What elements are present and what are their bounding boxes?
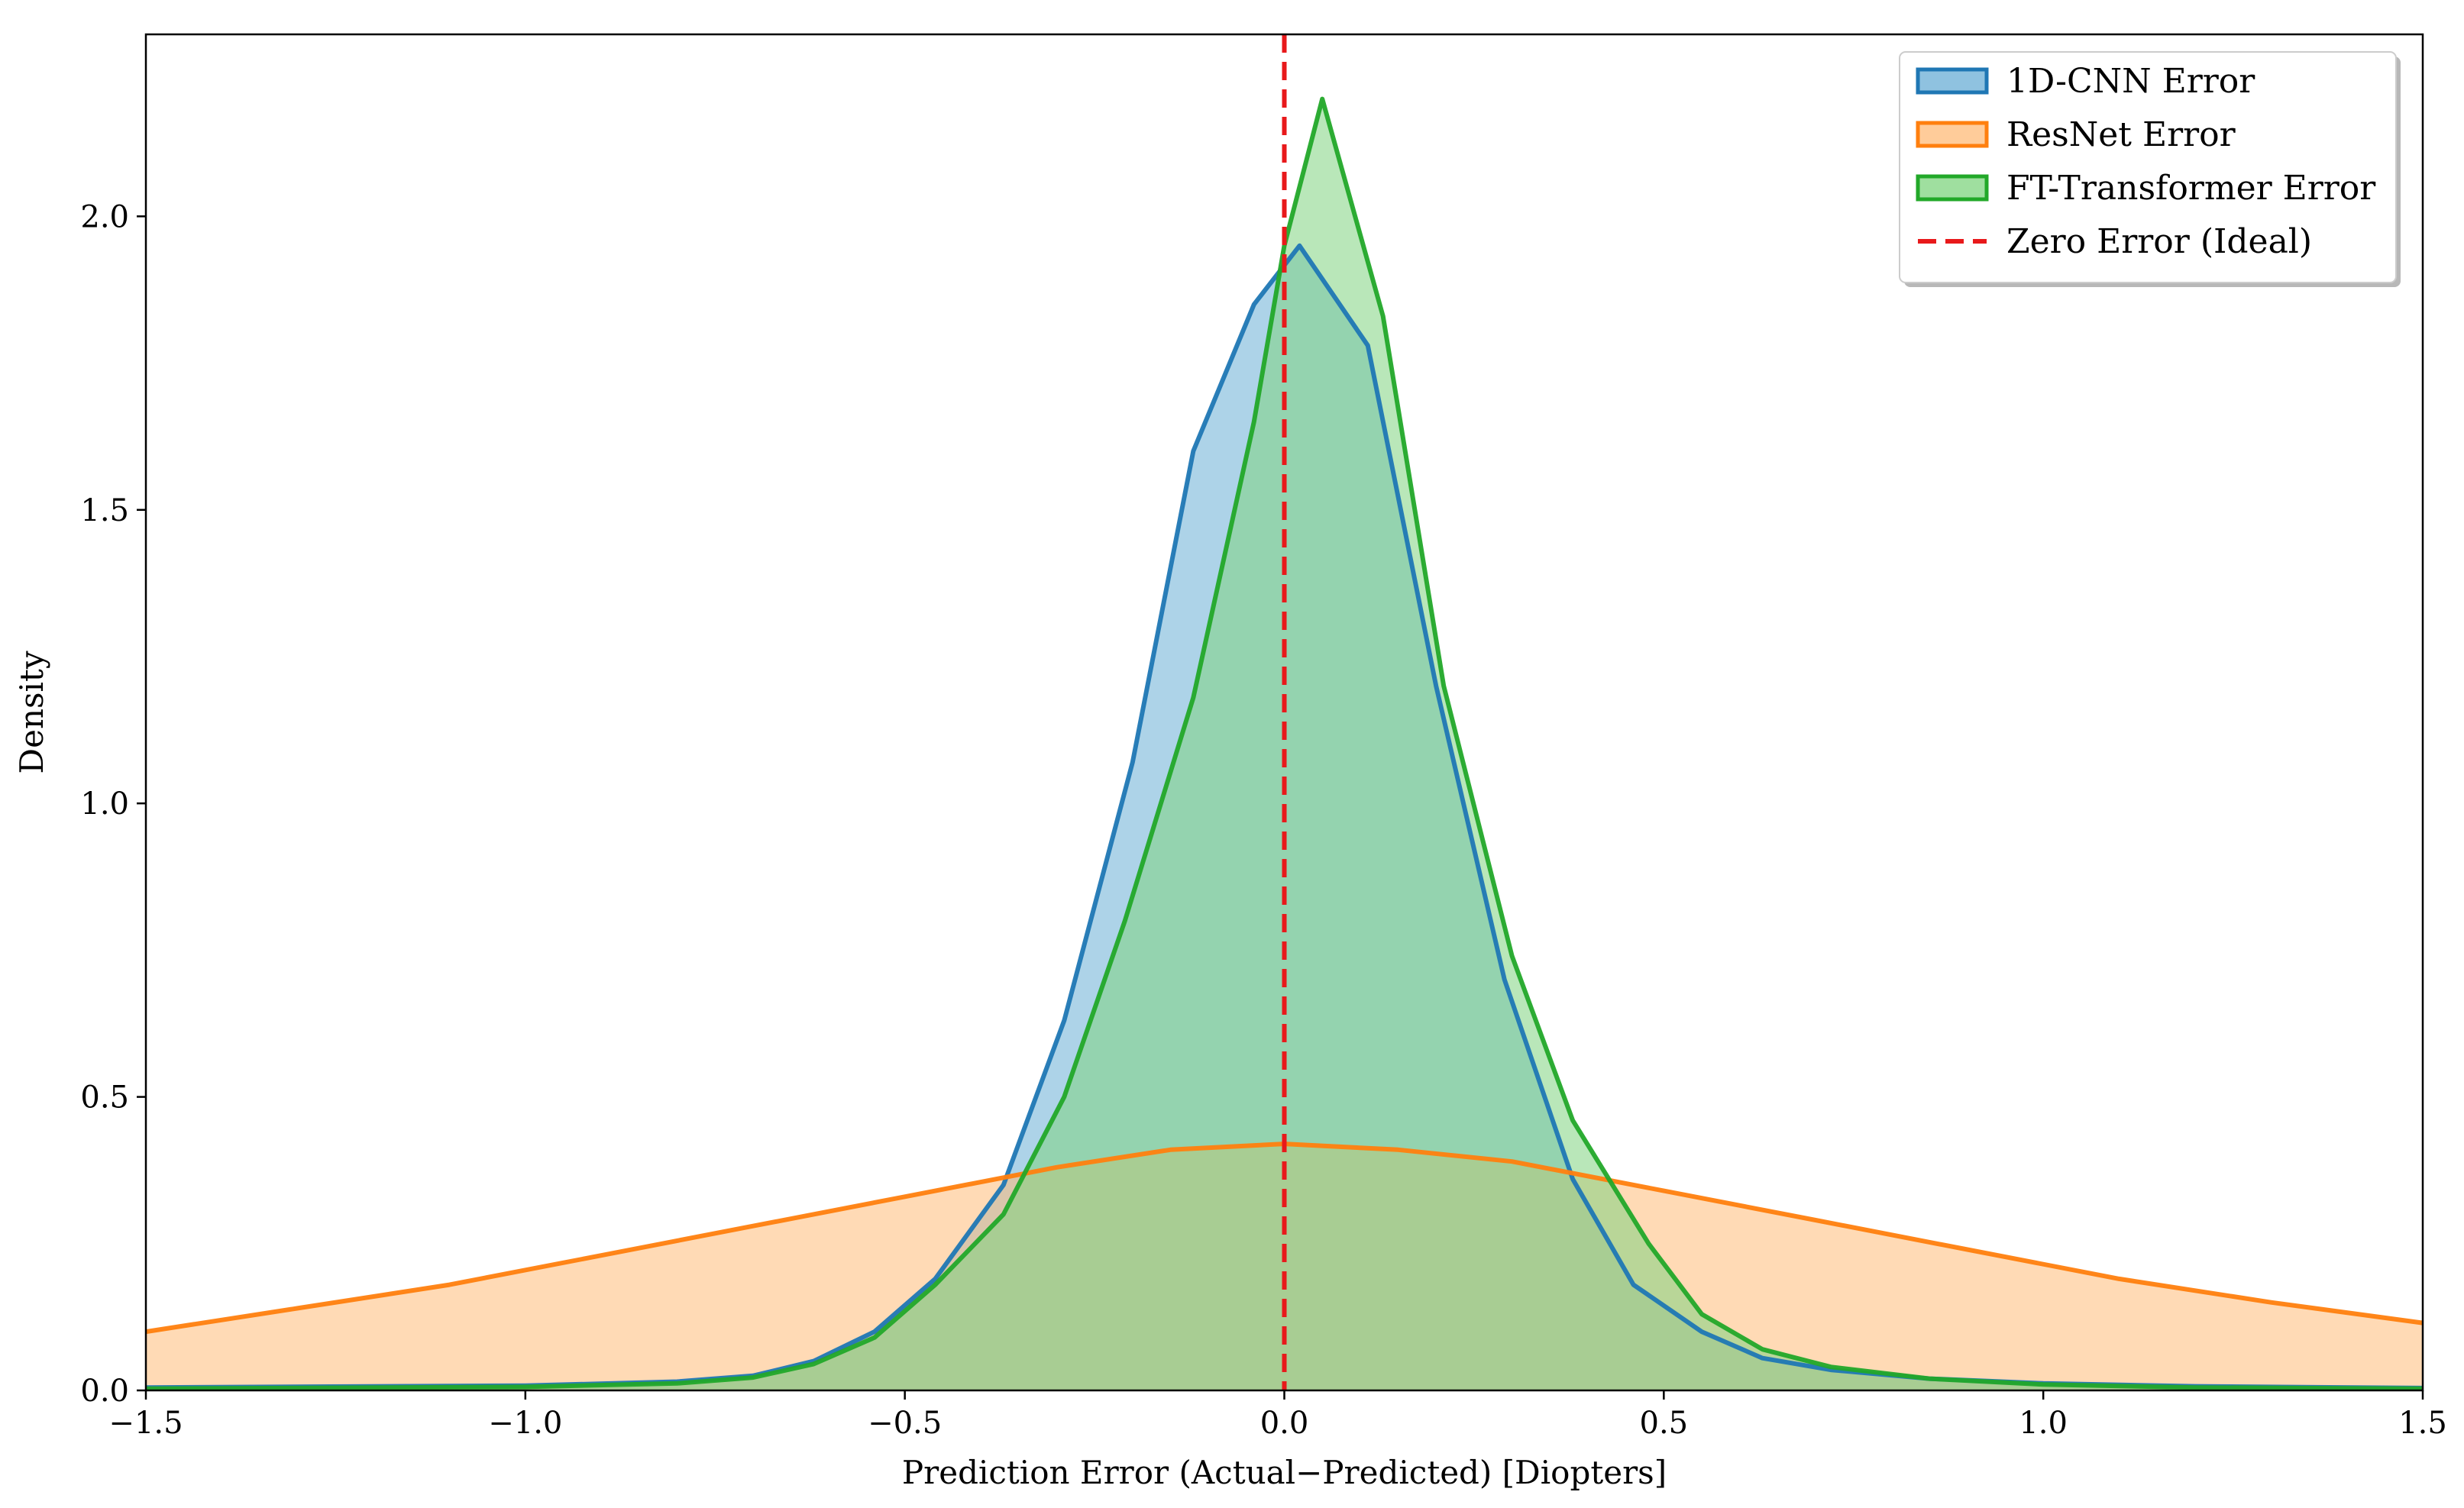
y-tick-label: 0.0 (80, 1374, 129, 1409)
x-axis-ticks: −1.5 −1.0 −0.5 0.0 0.5 1.0 1.5 (108, 1390, 2447, 1441)
x-tick-label: 1.5 (2398, 1406, 2447, 1441)
legend-label-zero-error-ideal: Zero Error (Ideal) (2006, 222, 2312, 261)
x-tick-label: −1.5 (108, 1406, 183, 1441)
legend-label-ft-transformer-error: FT-Transformer Error (2006, 169, 2376, 208)
x-tick-label: 0.5 (1640, 1406, 1689, 1441)
legend-label-resnet-error: ResNet Error (2006, 115, 2236, 154)
y-tick-label: 1.5 (80, 493, 129, 528)
legend-box (1899, 51, 2397, 283)
y-tick-label: 1.0 (80, 786, 129, 822)
x-tick-label: 0.0 (1260, 1406, 1309, 1441)
legend: 1D-CNN Error ResNet Error FT-Transformer E… (1899, 51, 2401, 287)
x-tick-label: 1.0 (2019, 1406, 2068, 1441)
legend-label-1d-cnn-error: 1D-CNN Error (2006, 62, 2255, 101)
ft-transformer-error-line (145, 96, 2424, 1391)
legend-swatch-1d-cnn-error (1916, 67, 1989, 95)
ft-transformer-error-area (146, 98, 2423, 1391)
x-tick-label: −0.5 (868, 1406, 942, 1441)
y-axis-label: Density (13, 651, 50, 773)
legend-swatch-resnet-error (1916, 121, 1989, 148)
y-axis-ticks: 0.0 0.5 1.0 1.5 2.0 (80, 199, 146, 1409)
1d-cnn-error-line (145, 243, 2424, 1390)
y-tick-label: 0.5 (80, 1080, 129, 1116)
legend-swatch-ft-transformer-error (1916, 174, 1989, 202)
x-axis-label: Prediction Error (Actual−Predicted) [Dio… (902, 1454, 1667, 1491)
y-tick-label: 2.0 (80, 199, 129, 234)
x-tick-label: −1.0 (488, 1406, 562, 1441)
